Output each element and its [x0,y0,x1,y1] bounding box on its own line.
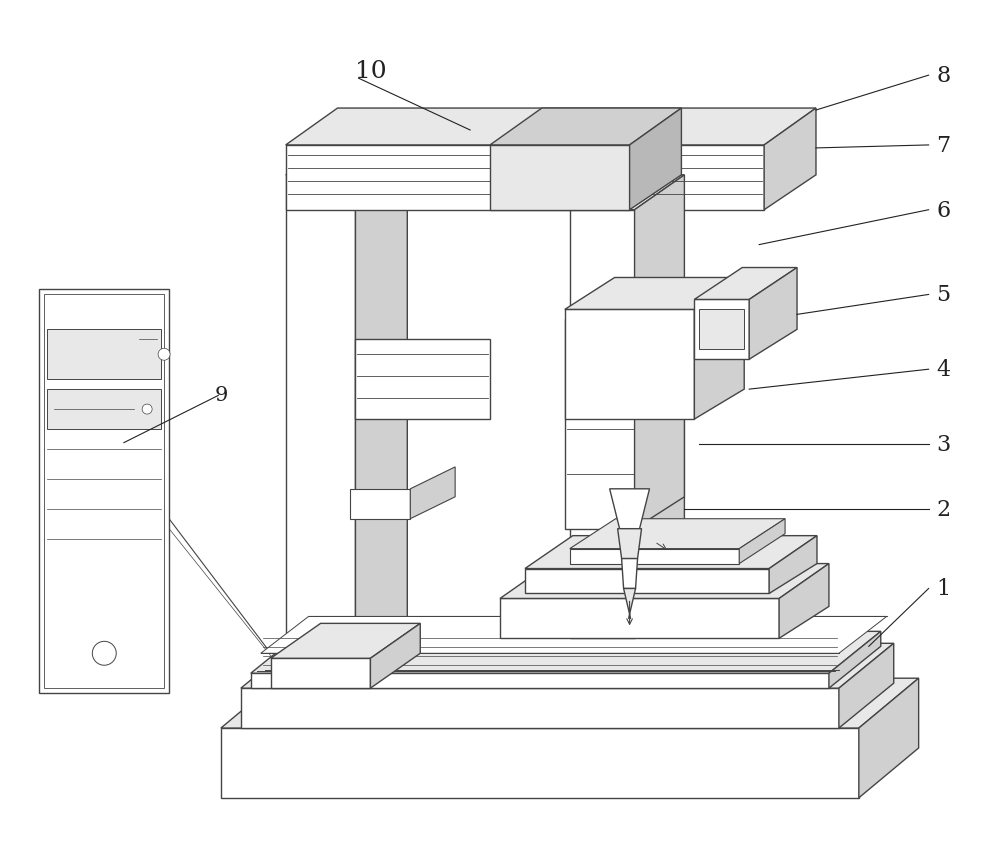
Polygon shape [699,310,744,350]
Polygon shape [570,549,739,564]
Polygon shape [500,564,829,598]
Polygon shape [565,278,744,310]
Polygon shape [525,569,769,594]
Text: 3: 3 [936,433,951,455]
Polygon shape [749,269,797,360]
Polygon shape [635,176,684,639]
Polygon shape [370,623,420,688]
Polygon shape [624,589,636,619]
Polygon shape [764,108,816,210]
Polygon shape [251,632,881,673]
Polygon shape [39,290,169,693]
Polygon shape [286,176,355,678]
Polygon shape [241,643,894,688]
Polygon shape [694,269,797,300]
Polygon shape [779,564,829,639]
Polygon shape [694,300,749,360]
Polygon shape [570,210,635,639]
Polygon shape [565,310,694,419]
Polygon shape [839,643,894,728]
Text: 6: 6 [937,200,951,221]
Polygon shape [286,139,407,176]
Polygon shape [490,146,630,210]
Polygon shape [610,489,650,529]
Polygon shape [500,598,779,639]
Polygon shape [251,673,829,688]
Polygon shape [44,295,164,688]
Polygon shape [859,678,919,798]
Text: 1: 1 [937,578,951,600]
Polygon shape [261,616,887,653]
Polygon shape [241,688,839,728]
Polygon shape [565,320,635,529]
Polygon shape [739,519,785,564]
Polygon shape [47,330,161,380]
Text: 2: 2 [937,499,951,520]
Polygon shape [694,278,744,419]
Circle shape [158,349,170,361]
Text: 9: 9 [214,385,228,404]
Text: 5: 5 [937,284,951,306]
Text: 4: 4 [937,359,951,381]
Polygon shape [630,108,681,210]
Polygon shape [829,632,881,688]
Polygon shape [635,290,684,529]
Polygon shape [286,108,816,146]
Polygon shape [622,559,638,589]
Polygon shape [271,659,370,688]
Polygon shape [221,678,919,728]
Polygon shape [355,340,490,419]
Text: 10: 10 [355,59,386,83]
Polygon shape [769,536,817,594]
Text: 8: 8 [936,65,951,87]
Polygon shape [355,139,407,678]
Polygon shape [570,176,684,210]
Polygon shape [490,108,681,146]
Polygon shape [286,146,764,210]
Polygon shape [525,536,817,569]
Polygon shape [570,519,785,549]
Polygon shape [350,489,410,519]
Circle shape [142,405,152,414]
Text: 7: 7 [937,135,951,157]
Polygon shape [221,728,859,798]
Polygon shape [271,623,420,659]
Polygon shape [410,468,455,519]
Circle shape [92,641,116,666]
Polygon shape [618,529,642,559]
Polygon shape [47,390,161,430]
